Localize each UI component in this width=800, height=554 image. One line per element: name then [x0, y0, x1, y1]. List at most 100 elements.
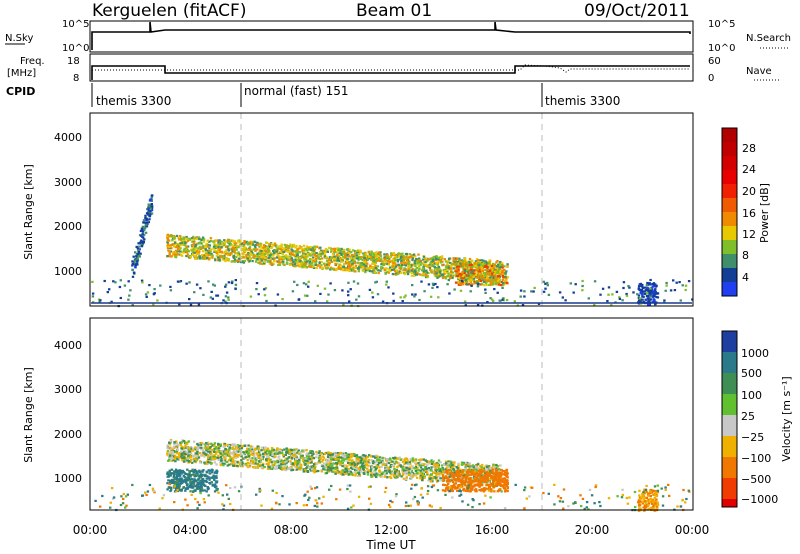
power-cell-main-echo-band — [449, 261, 452, 264]
power-cell-sporadic — [211, 297, 214, 300]
velocity-cell-main-echo-band — [385, 460, 389, 463]
power-cell-main-echo-band — [446, 268, 449, 272]
power-cell-late-cluster — [493, 279, 496, 282]
power-cell-main-echo-band — [370, 270, 374, 273]
velocity-cell-main-echo-band — [374, 468, 378, 471]
power-cell-main-echo-band — [497, 268, 501, 271]
velocity-cell-main-echo-band — [266, 447, 270, 450]
power-cell-night-echoes — [637, 285, 641, 288]
power-cell-main-echo-band — [404, 264, 408, 267]
power-cell-main-echo-band — [424, 260, 427, 263]
velocity-cell-main-echo-band — [325, 463, 328, 466]
power-cell-main-echo-band — [291, 263, 294, 266]
velocity-cell-main-echo-band — [183, 446, 186, 449]
velocity-cell-main-echo-band — [187, 440, 191, 443]
power-cell-main-echo-band — [171, 235, 174, 238]
power-cell-main-echo-band — [300, 262, 303, 265]
power-cell-main-echo-band — [404, 257, 407, 261]
power-cell-main-echo-band — [192, 248, 195, 251]
power-cell-sporadic — [374, 281, 377, 284]
power-cell-night-echoes — [654, 303, 657, 306]
freq-tick-bottom: 8 — [73, 73, 79, 84]
power-cell-main-echo-band — [222, 244, 226, 247]
velocity-cell-main-echo-band — [395, 468, 398, 471]
power-cell-main-echo-band — [269, 259, 272, 262]
velocity-cell-main-echo-band — [186, 446, 189, 449]
power-cell-main-echo-band — [376, 253, 380, 256]
power-cell-main-echo-band — [215, 243, 219, 246]
power-cell-main-echo-band — [231, 239, 235, 242]
power-cell-main-echo-band — [260, 259, 264, 262]
power-cell-main-echo-band — [383, 256, 386, 259]
power-cell-main-echo-band — [290, 257, 294, 260]
velocity-cell-main-echo-band — [283, 463, 287, 466]
velocity-cell-main-echo-band — [439, 477, 442, 480]
power-cell-main-echo-band — [429, 268, 432, 271]
power-cell-main-echo-band — [323, 251, 326, 254]
velocity-cell-main-echo-band — [449, 474, 452, 477]
power-cell-sporadic — [401, 300, 404, 303]
power-cell-main-echo-band — [296, 253, 299, 256]
power-cell-main-echo-band — [267, 256, 271, 259]
velocity-cell-main-echo-band — [291, 456, 294, 460]
power-cell-late-cluster — [503, 265, 506, 268]
power-cell-main-echo-band — [407, 270, 410, 273]
velocity-cell-main-echo-band — [384, 474, 387, 477]
power-cell-sporadic — [532, 290, 535, 293]
power-cell-main-echo-band — [386, 260, 390, 263]
power-cell-sporadic — [669, 289, 673, 292]
power-cell-main-echo-band — [377, 256, 381, 259]
velocity-cell-main-echo-band — [217, 442, 220, 445]
power-cell-main-echo-band — [205, 256, 209, 260]
power-cell-early-vertical-echoes — [147, 209, 151, 212]
velocity-cell-main-echo-band — [265, 462, 268, 465]
power-cell-sporadic — [486, 301, 489, 304]
velocity-cell-main-echo-band — [405, 466, 408, 469]
power-cell-main-echo-band — [216, 250, 219, 253]
velocity-cell-main-echo-band — [450, 467, 453, 470]
power-cell-main-echo-band — [301, 254, 304, 257]
power-cell-main-echo-band — [329, 268, 332, 271]
velocity-cell-main-echo-band — [285, 457, 288, 460]
freq-panel: Freq. [MHz] 18 8 60 0 Nave — [7, 53, 780, 84]
velocity-cell-main-echo-band — [398, 472, 401, 475]
power-cell-sporadic — [224, 283, 228, 286]
power-cell-sporadic — [610, 304, 613, 307]
velocity-cell-main-echo-band — [294, 465, 297, 468]
power-cell-main-echo-band — [355, 254, 359, 257]
velocity-cell-main-echo-band — [429, 480, 433, 483]
power-cell-main-echo-band — [448, 257, 451, 260]
power-cell-main-echo-band — [394, 255, 397, 258]
power-cell-late-cluster — [463, 271, 466, 275]
velocity-cell-main-echo-band — [308, 466, 311, 469]
power-cell-main-echo-band — [402, 263, 406, 266]
power-cell-main-echo-band — [196, 256, 200, 259]
power-cell-main-echo-band — [410, 274, 414, 277]
velocity-cell-main-echo-band — [347, 453, 350, 456]
velocity-cell-main-echo-band — [368, 461, 371, 465]
power-cell-main-echo-band — [395, 269, 399, 272]
power-cell-sporadic — [544, 287, 547, 290]
velocity-cell-main-echo-band — [342, 457, 345, 460]
power-cell-main-echo-band — [217, 245, 220, 248]
power-cell-main-echo-band — [225, 240, 228, 243]
velocity-cell-main-echo-band — [430, 462, 434, 465]
power-cell-sporadic — [291, 290, 295, 293]
velocity-cell-main-echo-band — [323, 468, 326, 471]
power-cell-main-echo-band — [400, 263, 404, 267]
power-cell-sporadic — [297, 298, 301, 301]
velocity-cell-main-echo-band — [437, 472, 441, 475]
power-cell-main-echo-band — [191, 240, 194, 243]
power-cell-sporadic — [264, 287, 268, 290]
power-cell-main-echo-band — [311, 248, 314, 251]
power-cell-sporadic — [632, 291, 635, 294]
velocity-cell-main-echo-band — [194, 453, 198, 456]
power-cell-main-echo-band — [168, 252, 171, 256]
velocity-cell-main-echo-band — [250, 462, 253, 465]
velocity-cell-main-echo-band — [403, 462, 406, 466]
velocity-cell-main-echo-band — [220, 458, 223, 461]
power-cell-sporadic — [127, 298, 130, 301]
power-cell-main-echo-band — [479, 259, 482, 262]
power-cell-main-echo-band — [312, 252, 315, 255]
power-cell-night-echoes — [640, 284, 644, 287]
